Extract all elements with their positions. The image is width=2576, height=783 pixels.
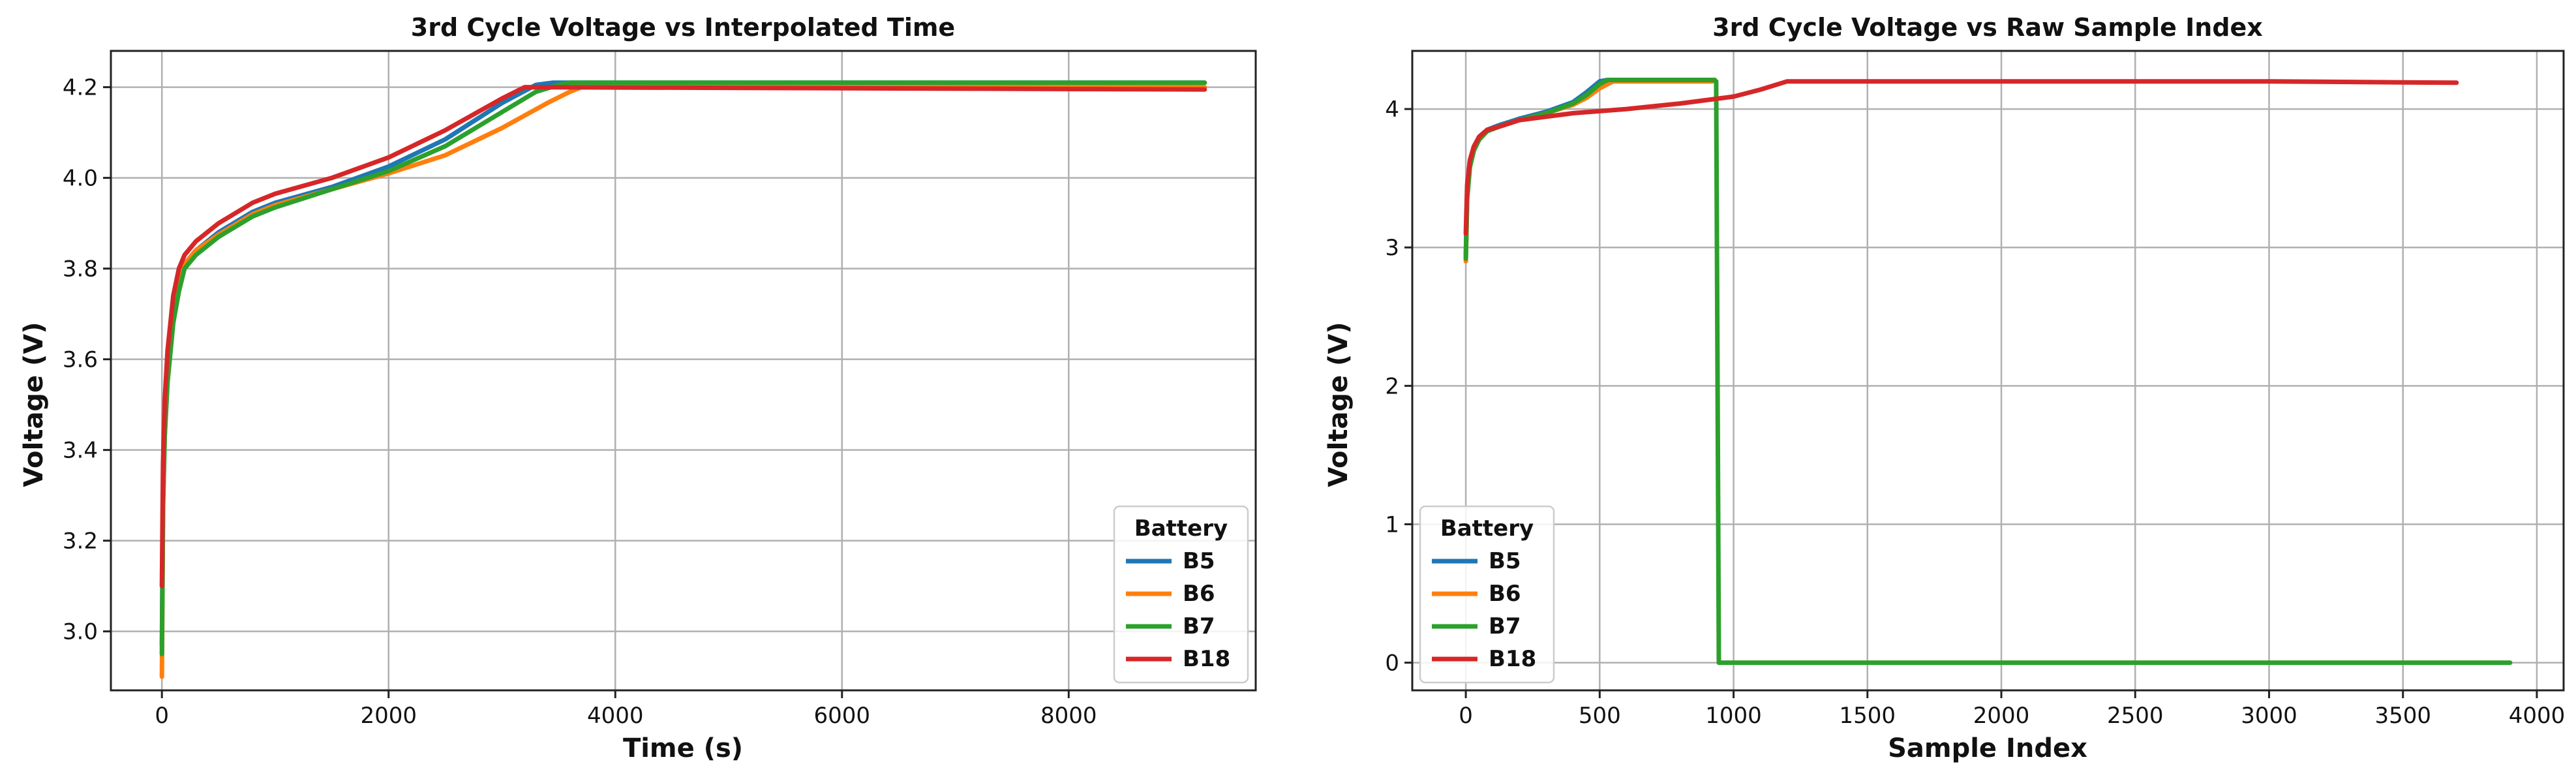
legend-box xyxy=(1419,505,1555,684)
legend-title: Battery xyxy=(1134,515,1228,542)
y-tick-label: 4.0 xyxy=(63,166,98,192)
x-tick-label: 1000 xyxy=(1705,703,1762,729)
x-tick-label: 0 xyxy=(1459,703,1473,729)
x-tick-label: 1500 xyxy=(1840,703,1896,729)
legend-label: B18 xyxy=(1183,646,1230,672)
legend-label: B6 xyxy=(1183,581,1215,607)
grid xyxy=(111,51,1256,690)
series-line-b7 xyxy=(159,80,1207,656)
legend-label: B5 xyxy=(1489,548,1521,574)
x-tick-label: 500 xyxy=(1579,703,1621,729)
chart-title: 3rd Cycle Voltage vs Raw Sample Index xyxy=(1712,13,2263,42)
series-line-b18 xyxy=(1463,79,2459,236)
x-tick-label: 2000 xyxy=(1973,703,2030,729)
y-tick-label: 0 xyxy=(1385,651,1399,677)
y-tick-label: 2 xyxy=(1385,373,1399,399)
y-tick-label: 4 xyxy=(1385,97,1399,123)
y-tick-label: 4.2 xyxy=(63,75,98,101)
x-axis-label: Time (s) xyxy=(623,733,743,763)
x-tick-label: 4000 xyxy=(2509,703,2566,729)
series-line-b5 xyxy=(159,80,1207,647)
x-tick-label: 4000 xyxy=(587,703,644,729)
x-tick-label: 3000 xyxy=(2241,703,2297,729)
y-tick-label: 3.6 xyxy=(63,347,98,373)
y-axis-label: Voltage (V) xyxy=(19,322,49,487)
chart-title: 3rd Cycle Voltage vs Interpolated Time xyxy=(411,13,955,42)
series-group xyxy=(1463,78,2513,666)
ticks: 0 500 1000 1500 2000 2500 3000 3500 4000 0 1 2 3 4 xyxy=(1385,97,2565,729)
legend-label: B7 xyxy=(1489,613,1521,639)
x-tick-label: 2000 xyxy=(360,703,417,729)
x-axis-label: Sample Index xyxy=(1888,733,2087,763)
series-group xyxy=(159,80,1207,679)
legend: Battery B5 B6 B7 B18 xyxy=(1113,505,1249,684)
y-tick-label: 3.0 xyxy=(63,619,98,645)
legend-box xyxy=(1113,505,1249,684)
series-line-b18 xyxy=(159,85,1207,589)
legend-label: B7 xyxy=(1183,613,1215,639)
legend-label: B6 xyxy=(1489,581,1521,607)
y-tick-label: 3.2 xyxy=(63,529,98,555)
series-line-b7 xyxy=(1463,78,2513,666)
ticks: 0 2000 4000 6000 8000 3.0 3.2 3.4 3.6 3.8 4.0 4.2 xyxy=(63,75,1097,729)
grid xyxy=(1412,51,2564,690)
x-tick-label: 2500 xyxy=(2107,703,2164,729)
x-tick-label: 6000 xyxy=(814,703,871,729)
y-axis-label: Voltage (V) xyxy=(1324,322,1354,487)
series-line-b5 xyxy=(1463,78,1719,257)
chart-sample-index: 3rd Cycle Voltage vs Raw Sample Index 0 5… xyxy=(1324,13,2565,763)
chart-time: 3rd Cycle Voltage vs Interpolated Time 0… xyxy=(19,13,1257,763)
plot-frame xyxy=(110,50,1257,692)
y-tick-label: 1 xyxy=(1385,512,1399,538)
legend-label: B18 xyxy=(1489,646,1536,672)
legend: Battery B5 B6 B7 B18 xyxy=(1419,505,1555,684)
y-tick-label: 3.8 xyxy=(63,256,98,283)
legend-title: Battery xyxy=(1440,515,1534,542)
x-tick-label: 8000 xyxy=(1040,703,1097,729)
x-tick-label: 3500 xyxy=(2374,703,2431,729)
y-tick-label: 3.4 xyxy=(63,438,98,464)
y-tick-label: 3 xyxy=(1385,235,1399,261)
x-tick-label: 0 xyxy=(155,703,169,729)
plot-frame xyxy=(1411,50,2565,692)
legend-label: B5 xyxy=(1183,548,1215,574)
series-line-b6 xyxy=(159,85,1207,679)
